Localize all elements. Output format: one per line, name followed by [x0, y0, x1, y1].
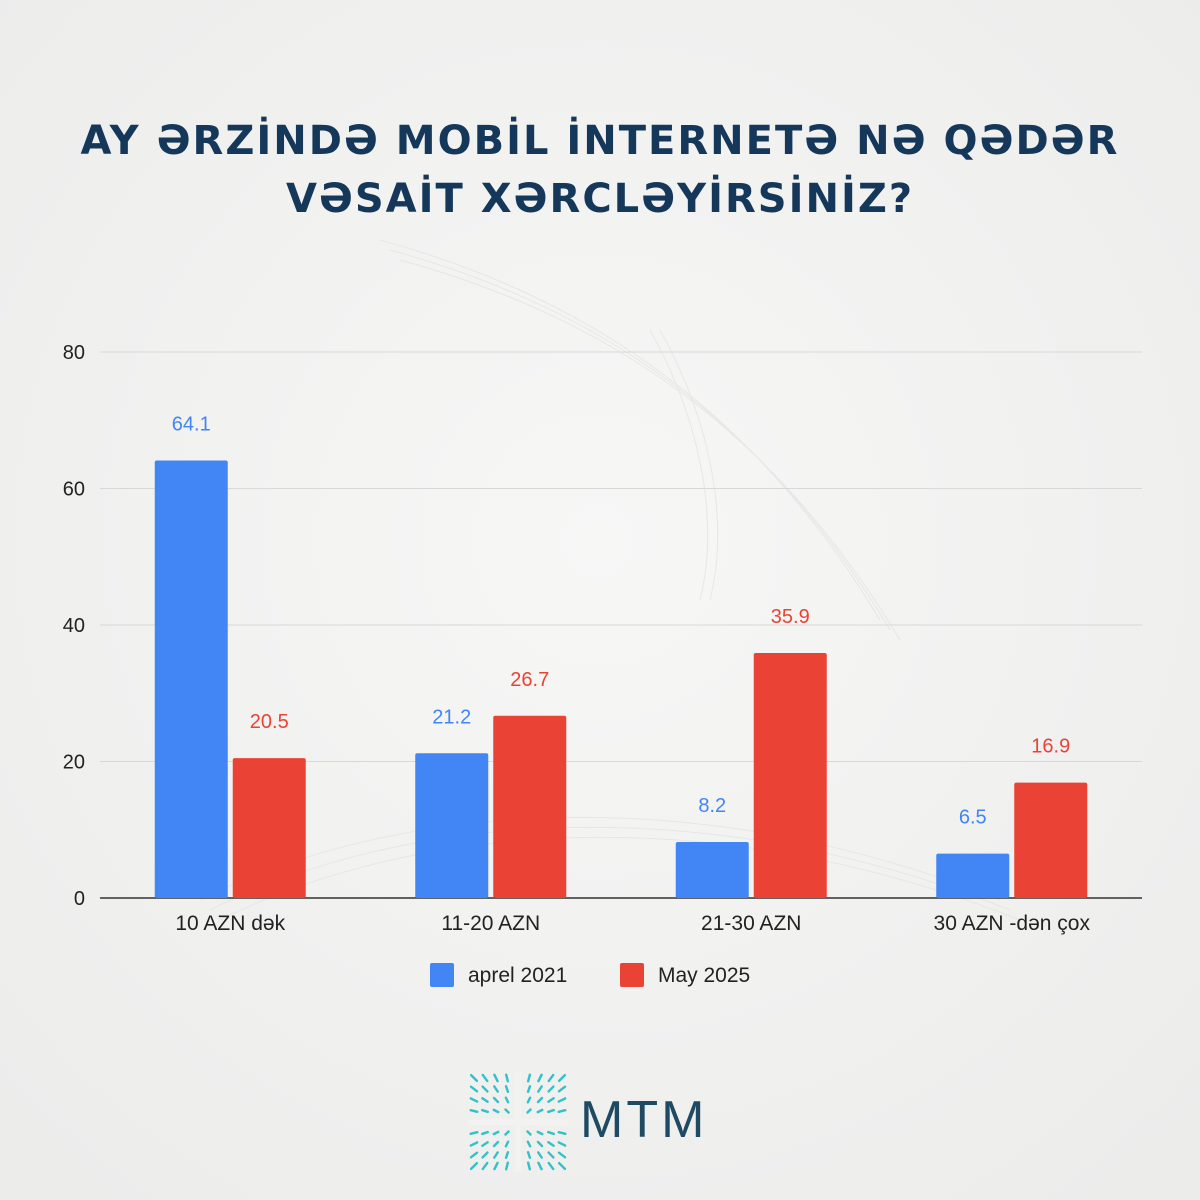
data-label: 8.2 — [698, 795, 726, 817]
x-tick-label: 21-30 AZN — [701, 912, 801, 935]
bar-series-2-1 — [493, 715, 567, 898]
mtm-logo-text: MTM — [580, 1091, 708, 1149]
data-label: 16.9 — [1031, 736, 1070, 758]
y-tick-label: 80 — [63, 342, 85, 364]
bar-series-1-2 — [675, 842, 749, 898]
x-tick-label: 30 AZN -dən çox — [934, 912, 1091, 935]
y-tick-label: 60 — [63, 479, 85, 501]
x-tick-label: 10 AZN dək — [175, 912, 285, 935]
data-label: 20.5 — [250, 711, 289, 733]
bar-series-2-2 — [753, 652, 827, 898]
data-label: 26.7 — [510, 669, 549, 691]
bar-series-2-3 — [1014, 782, 1088, 898]
chart-title: AY ƏRZİNDƏ MOBİL İNTERNETƏ NƏ QƏDƏR VƏSA… — [0, 112, 1200, 228]
legend-label: May 2025 — [658, 964, 750, 987]
mtm-logo: MTM — [468, 1072, 738, 1172]
bar-series-1-0 — [154, 460, 228, 898]
data-label: 6.5 — [959, 807, 987, 829]
data-label: 35.9 — [771, 606, 810, 628]
data-labels: 64.1 20.5 21.2 26.7 8.2 35.9 6.5 16.9 — [172, 414, 1070, 829]
legend-swatch — [620, 963, 644, 987]
x-axis-ticks: 10 AZN dək 11-20 AZN 21-30 AZN 30 AZN -dən … — [175, 912, 1090, 935]
y-tick-label: 40 — [63, 615, 85, 637]
bars — [154, 460, 1088, 898]
legend: aprel 2021 May 2025 — [430, 963, 750, 987]
legend-swatch — [430, 963, 454, 987]
legend-label: aprel 2021 — [468, 964, 567, 987]
x-tick-label: 11-20 AZN — [441, 912, 540, 935]
bar-series-1-3 — [936, 853, 1010, 898]
data-label: 21.2 — [432, 706, 471, 728]
y-tick-label: 20 — [63, 752, 85, 774]
y-tick-label: 0 — [74, 888, 85, 910]
bar-series-2-0 — [232, 758, 306, 898]
data-label: 64.1 — [172, 414, 211, 436]
chart-title-line-2: VƏSAİT XƏRCLƏYİRSİNİZ? — [285, 176, 915, 222]
mtm-logo-mark-icon — [468, 1072, 568, 1172]
chart-title-line-1: AY ƏRZİNDƏ MOBİL İNTERNETƏ NƏ QƏDƏR — [80, 118, 1120, 164]
y-axis-ticks: 0 20 40 60 80 — [63, 342, 85, 910]
bar-series-1-1 — [415, 753, 489, 898]
